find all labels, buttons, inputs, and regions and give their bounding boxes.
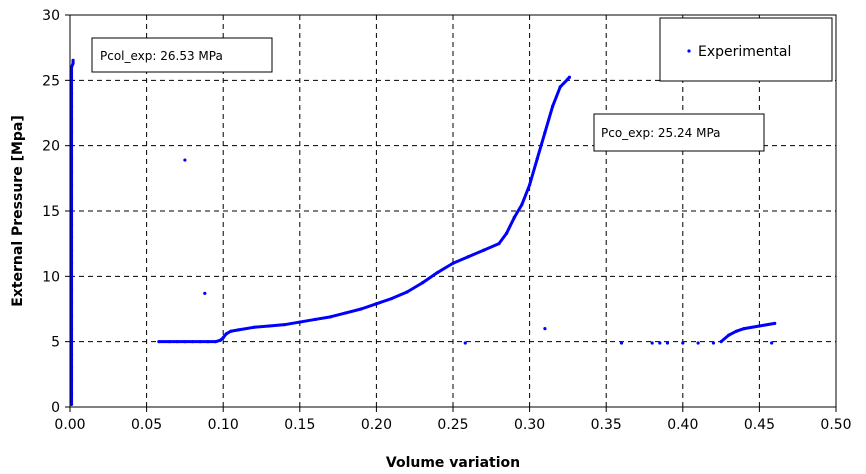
y-tick-label: 20	[42, 139, 60, 155]
y-axis: 0 5 10 15 20 25 30	[42, 8, 70, 416]
x-axis: 0.00 0.05 0.10 0.15 0.20 0.25 0.30 0.35 0.40 0.45…	[54, 407, 852, 433]
legend-label-experimental: Experimental	[698, 44, 791, 60]
data-point	[658, 341, 662, 345]
x-tick-label: 0.10	[208, 417, 239, 433]
data-point	[543, 327, 547, 331]
annotation-pco: Pco_exp: 25.24 MPa	[593, 113, 765, 152]
x-tick-label: 0.00	[54, 417, 85, 433]
y-tick-label: 30	[42, 8, 60, 24]
x-tick-label: 0.30	[514, 417, 545, 433]
data-point	[770, 341, 774, 345]
data-point	[619, 341, 624, 345]
data-point	[183, 158, 187, 162]
data-point	[696, 341, 700, 345]
data-point	[665, 341, 670, 345]
y-tick-label: 15	[42, 204, 60, 220]
data-points	[69, 58, 777, 406]
x-tick-label: 0.35	[591, 417, 622, 433]
x-tick-label: 0.40	[667, 417, 698, 433]
legend-marker-experimental	[687, 49, 691, 53]
x-tick-label: 0.50	[820, 417, 851, 433]
y-tick-label: 0	[51, 400, 60, 416]
data-point	[203, 291, 207, 295]
x-tick-label: 0.45	[744, 417, 775, 433]
y-tick-label: 25	[42, 73, 60, 89]
annotation-pco-text: Pco_exp: 25.24 MPa	[601, 126, 721, 140]
annotation-pco-box	[593, 113, 765, 152]
legend: Experimental	[659, 17, 833, 82]
x-tick-label: 0.25	[437, 417, 468, 433]
annotation-pcol: Pcol_exp: 26.53 MPa	[91, 37, 273, 73]
x-tick-label: 0.05	[131, 417, 162, 433]
data-point	[681, 341, 685, 345]
y-tick-label: 5	[51, 335, 60, 351]
x-tick-label: 0.15	[284, 417, 315, 433]
data-point	[711, 341, 716, 345]
y-tick-label: 10	[42, 269, 60, 285]
data-point	[650, 341, 654, 345]
annotation-pcol-text: Pcol_exp: 26.53 MPa	[100, 49, 223, 63]
x-axis-title: Volume variation	[386, 455, 520, 471]
x-tick-label: 0.20	[361, 417, 392, 433]
annotation-pcol-box	[91, 37, 273, 73]
y-axis-title: External Pressure [Mpa]	[10, 115, 26, 307]
data-point	[463, 341, 467, 345]
data-trace	[720, 321, 775, 343]
data-trace	[70, 60, 75, 405]
data-trace	[158, 76, 571, 344]
